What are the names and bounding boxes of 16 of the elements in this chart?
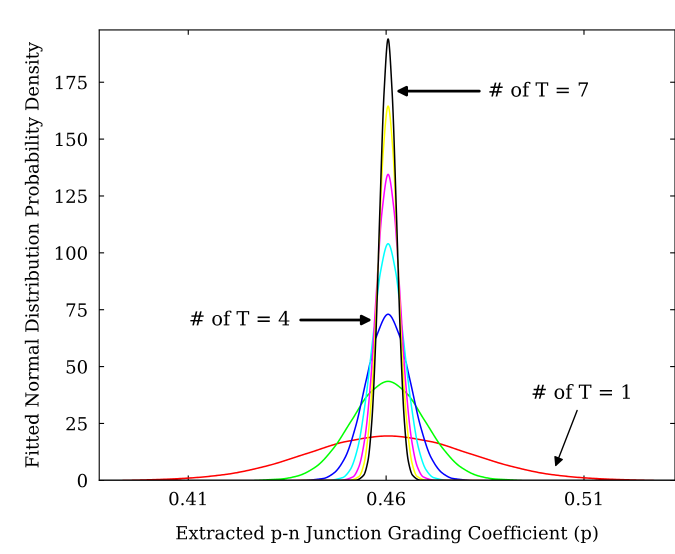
annotation: # of T = 4: [190, 310, 290, 326]
y-tick-label: 125: [56, 189, 87, 204]
annotation: # of T = 7: [489, 82, 588, 97]
y-tick-label: 25: [66, 416, 87, 431]
y-tick-label: 50: [66, 360, 87, 374]
x-tick-label: 0.46: [367, 492, 406, 506]
y-tick-label: 0: [78, 474, 87, 488]
x-axis-title: Extracted p-n Junction Grading Coefficient (p): [176, 526, 598, 544]
y-tick-label: 100: [56, 246, 87, 260]
y-tick-label: 75: [66, 303, 87, 317]
y-tick-label: 150: [56, 132, 87, 146]
x-tick-label: 0.41: [169, 492, 206, 506]
annotation: # of T = 1: [532, 384, 630, 400]
x-tick-label: 0.51: [565, 492, 602, 506]
y-tick-label: 175: [56, 76, 87, 90]
y-axis-title: Fitted Normal Distribution Probability Density: [24, 42, 43, 468]
